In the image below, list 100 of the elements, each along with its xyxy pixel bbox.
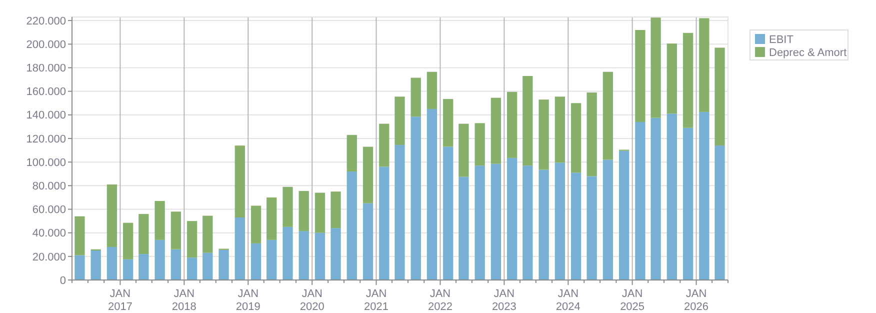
bar — [74, 255, 85, 280]
bar — [394, 144, 405, 280]
bar — [458, 176, 469, 280]
bar — [554, 96, 566, 163]
y-tick-label: 60.000 — [32, 204, 66, 216]
bar — [554, 162, 566, 280]
bar — [538, 100, 549, 170]
bar — [426, 108, 438, 280]
bar — [218, 250, 229, 280]
bar — [602, 72, 614, 160]
bar — [138, 254, 149, 280]
bar — [170, 249, 182, 280]
bar — [507, 92, 518, 158]
bar — [379, 124, 390, 167]
bar — [282, 186, 293, 227]
legend-label: Deprec & Amort — [769, 46, 847, 59]
bar — [410, 78, 421, 117]
bar — [714, 48, 725, 146]
bar — [154, 200, 165, 240]
bar — [346, 134, 357, 172]
bar — [474, 166, 485, 280]
bar — [123, 222, 134, 260]
x-tick-label: JAN 2026 — [684, 288, 709, 313]
bar — [490, 164, 502, 280]
y-tick-label: 200.000 — [26, 38, 66, 51]
bar — [266, 240, 277, 280]
bar — [362, 146, 374, 204]
bar — [330, 228, 341, 280]
bar — [522, 76, 533, 166]
y-tick-label: 80.000 — [32, 180, 66, 192]
bar — [330, 192, 341, 228]
bar — [699, 112, 710, 280]
bar — [490, 98, 502, 164]
bar — [586, 176, 597, 280]
bar — [170, 212, 182, 250]
bar — [635, 122, 646, 280]
bar — [186, 258, 198, 280]
x-tick-label: JAN 2017 — [108, 288, 132, 313]
bar — [650, 18, 661, 118]
x-tick-label: JAN 2025 — [620, 288, 645, 313]
bar — [666, 44, 677, 114]
bar — [250, 206, 262, 244]
bar — [74, 216, 85, 256]
y-tick-label: 120.000 — [26, 133, 66, 146]
bar — [250, 243, 262, 280]
x-tick-label: JAN 2019 — [236, 288, 260, 313]
bar — [682, 128, 694, 280]
bar — [234, 146, 245, 218]
bar — [618, 150, 630, 280]
bar — [426, 72, 438, 109]
bar — [410, 116, 421, 280]
bar — [474, 123, 485, 166]
bar — [602, 160, 614, 280]
x-tick-label: JAN 2023 — [492, 288, 516, 313]
legend-label: EBIT — [769, 34, 794, 46]
bar — [186, 221, 198, 258]
y-tick-label: 100.000 — [26, 156, 66, 169]
bar — [379, 166, 390, 280]
bar — [314, 232, 326, 280]
x-tick-label: JAN 2018 — [172, 288, 196, 313]
bar — [346, 172, 357, 280]
x-tick-label: JAN 2024 — [556, 288, 580, 313]
bar — [570, 172, 582, 280]
bar — [298, 190, 309, 232]
y-tick-label: 220.000 — [26, 15, 66, 28]
x-tick-label: JAN 2021 — [364, 288, 388, 313]
bar — [538, 170, 549, 280]
y-tick-label: 180.000 — [26, 62, 66, 75]
bar — [699, 18, 710, 112]
y-tick-label: 160.000 — [26, 86, 66, 98]
bar — [106, 246, 118, 280]
bar — [314, 192, 326, 233]
bar — [90, 250, 101, 280]
bar — [570, 103, 582, 173]
bar — [266, 197, 277, 240]
bar — [298, 231, 309, 280]
bar — [682, 32, 694, 128]
bar — [282, 226, 293, 280]
bar — [635, 30, 646, 122]
x-tick-label: JAN 2020 — [300, 288, 324, 313]
y-tick-label: 0 — [60, 274, 66, 287]
bar — [234, 217, 245, 280]
x-tick-label: JAN 2022 — [428, 288, 452, 313]
bar — [650, 118, 661, 280]
bar — [458, 124, 469, 177]
y-tick-label: 40.000 — [32, 228, 66, 240]
bar — [586, 92, 597, 176]
bar — [443, 146, 454, 280]
bar — [123, 259, 134, 280]
bar — [443, 98, 454, 147]
bar — [154, 240, 165, 280]
bar — [714, 146, 725, 280]
bar — [394, 96, 405, 145]
bar — [202, 252, 213, 280]
y-tick-label: 20.000 — [32, 251, 66, 264]
y-tick-label: 140.000 — [26, 110, 66, 122]
bar — [138, 214, 149, 254]
bar — [202, 216, 213, 253]
bar — [522, 166, 533, 280]
bar — [507, 158, 518, 280]
